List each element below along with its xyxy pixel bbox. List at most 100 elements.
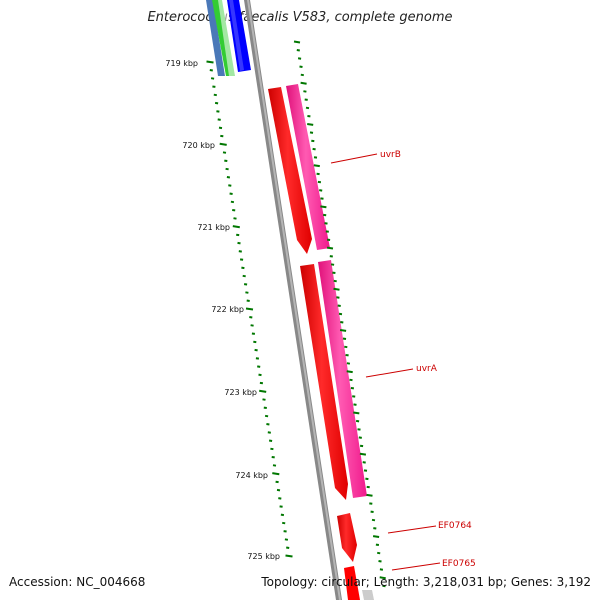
minor-tick xyxy=(241,266,245,270)
minor-tick xyxy=(217,118,221,121)
red-genes xyxy=(268,87,360,600)
minor-tick xyxy=(346,362,351,365)
minor-tick xyxy=(286,546,290,549)
major-tick xyxy=(293,40,301,44)
magenta-genes xyxy=(286,84,367,498)
scale-label-720: 720 kbp xyxy=(182,141,215,150)
steelblue-feature xyxy=(206,0,225,76)
minor-tick xyxy=(226,176,231,179)
major-tick xyxy=(300,81,307,85)
minor-tick xyxy=(371,518,376,522)
major-tick xyxy=(232,225,240,229)
minor-tick xyxy=(299,65,303,68)
major-tick xyxy=(326,246,334,250)
gene-arrow-red-3 xyxy=(337,513,357,562)
minor-tick xyxy=(303,90,307,93)
minor-tick xyxy=(330,263,335,266)
minor-tick xyxy=(214,101,219,105)
minor-tick xyxy=(353,403,357,406)
minor-tick xyxy=(250,324,254,327)
topology-text: Topology: circular; Length: 3,218,031 bp… xyxy=(261,575,591,589)
minor-tick xyxy=(278,497,282,500)
minor-tick xyxy=(245,291,249,294)
minor-tick xyxy=(296,49,300,52)
gene-label-uvrA[interactable]: uvrA xyxy=(416,364,438,374)
major-tick xyxy=(259,389,267,393)
minor-tick xyxy=(222,151,227,154)
major-tick xyxy=(206,60,214,64)
gene-label-uvrB[interactable]: uvrB xyxy=(380,150,401,160)
major-tick xyxy=(333,287,340,291)
gene-arrow-red-2 xyxy=(300,264,348,500)
minor-tick xyxy=(362,461,366,464)
minor-tick xyxy=(237,241,241,245)
minor-tick xyxy=(365,477,369,481)
minor-tick xyxy=(249,316,253,319)
minor-tick xyxy=(246,299,250,302)
minor-tick xyxy=(262,398,266,401)
EF0765-leader xyxy=(391,562,441,571)
top-gene-features xyxy=(206,0,251,76)
minor-tick xyxy=(253,340,257,344)
minor-tick xyxy=(309,131,314,134)
minor-tick xyxy=(300,73,304,77)
minor-tick xyxy=(340,321,344,324)
uvrB-leader xyxy=(330,153,378,164)
minor-tick xyxy=(213,93,217,97)
minor-tick xyxy=(349,378,353,382)
minor-tick xyxy=(242,274,246,278)
minor-tick xyxy=(210,77,215,80)
minor-tick xyxy=(344,345,348,349)
gene-label-EF0764[interactable]: EF0764 xyxy=(438,521,472,531)
major-tick xyxy=(353,411,360,415)
major-tick xyxy=(245,307,254,311)
uvrA-leader xyxy=(365,368,414,378)
minor-tick xyxy=(229,192,233,195)
scale-label-724: 724 kbp xyxy=(235,471,268,480)
scale-label-722: 722 kbp xyxy=(211,305,244,314)
inner-tick-track xyxy=(206,60,293,558)
minor-tick xyxy=(284,538,289,541)
minor-tick xyxy=(282,521,286,525)
minor-tick xyxy=(378,560,382,563)
minor-tick xyxy=(324,222,328,225)
major-tick xyxy=(285,554,293,558)
minor-tick xyxy=(233,217,237,220)
minor-tick xyxy=(305,106,310,110)
minor-tick xyxy=(268,439,273,442)
minor-tick xyxy=(337,304,341,307)
major-tick xyxy=(272,472,280,476)
minor-tick xyxy=(266,423,270,426)
major-tick xyxy=(346,370,353,374)
outer-tick-track xyxy=(293,40,386,588)
minor-tick xyxy=(342,337,347,340)
minor-tick xyxy=(254,348,258,352)
minor-tick xyxy=(280,513,285,517)
major-tick xyxy=(379,576,386,580)
gene-arrow-red-1 xyxy=(268,87,312,254)
gene-arrow-magenta-1 xyxy=(286,84,330,250)
minor-tick xyxy=(333,279,337,283)
gene-label-EF0765[interactable]: EF0765 xyxy=(442,559,476,569)
genome-backbone xyxy=(244,0,342,600)
major-tick xyxy=(339,329,347,332)
minor-tick xyxy=(238,250,242,253)
minor-tick xyxy=(319,189,323,192)
minor-tick xyxy=(218,126,223,130)
minor-tick xyxy=(230,200,235,204)
minor-tick xyxy=(258,373,262,377)
EF0764-leader xyxy=(387,525,437,534)
minor-tick xyxy=(312,147,316,151)
scale-label-719: 719 kbp xyxy=(165,59,198,68)
accession-text: Accession: NC_004668 xyxy=(9,575,146,589)
minor-tick xyxy=(358,436,362,439)
scale-label-723: 723 kbp xyxy=(224,388,257,397)
gene-arrow-red-4 xyxy=(344,566,360,600)
major-tick xyxy=(366,493,373,497)
major-tick xyxy=(219,142,227,146)
minor-tick xyxy=(264,414,269,418)
minor-tick xyxy=(272,464,277,467)
major-tick xyxy=(313,164,320,168)
minor-tick xyxy=(377,551,381,555)
